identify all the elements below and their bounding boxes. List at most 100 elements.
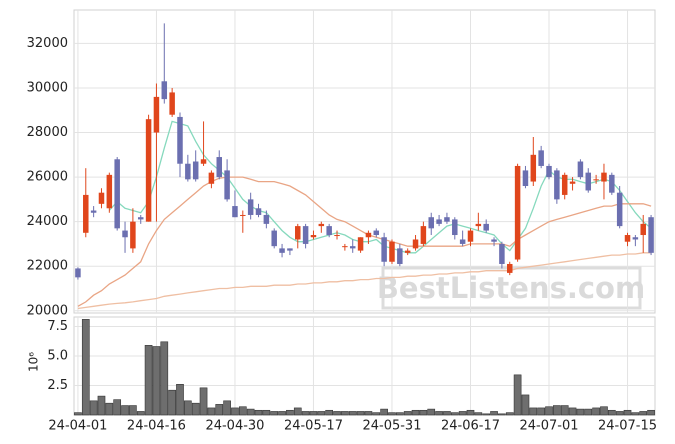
volume-bar xyxy=(395,412,404,416)
y-axis-offset-label: 10⁶ xyxy=(27,352,41,372)
candle-body xyxy=(616,192,623,227)
candle-body xyxy=(240,214,246,216)
candle-body xyxy=(145,119,152,222)
volume-bar xyxy=(411,409,420,416)
candle-body xyxy=(295,226,301,240)
volume-bar xyxy=(607,409,616,416)
volume-bar xyxy=(560,405,569,416)
candle-body xyxy=(530,154,537,182)
y-tick-label: 32000 xyxy=(27,36,68,51)
volume-bar xyxy=(372,412,381,416)
volume-bar xyxy=(168,389,176,416)
candle-body xyxy=(137,217,144,220)
volume-bar xyxy=(513,374,522,416)
candle-body xyxy=(640,223,646,236)
volume-bar xyxy=(333,411,341,416)
volume-bar xyxy=(647,409,655,416)
candle-body xyxy=(310,235,317,238)
volume-bar xyxy=(238,406,247,416)
y-tick-label: 22000 xyxy=(27,259,68,274)
candle-body xyxy=(569,181,576,184)
candle-body xyxy=(632,237,639,240)
volume-bar xyxy=(600,406,608,416)
candle-body xyxy=(514,165,521,260)
volume-bar xyxy=(592,407,600,416)
volume-bar xyxy=(278,411,286,416)
volume-bar xyxy=(364,411,373,416)
candle-body xyxy=(467,230,474,242)
volume-bar xyxy=(443,411,451,416)
candle-body xyxy=(224,170,230,200)
volume-bar xyxy=(466,409,475,416)
candle-body xyxy=(106,174,113,209)
volume-bar xyxy=(89,400,98,416)
volume-bar xyxy=(286,409,294,416)
candle-body xyxy=(381,237,387,262)
candle-body xyxy=(475,223,482,227)
x-tick-label: 24-06-17 xyxy=(441,419,500,434)
candle-body xyxy=(232,206,238,218)
candle-body xyxy=(554,170,560,200)
volume-bar xyxy=(615,411,624,416)
volume-bar xyxy=(545,406,553,416)
volume-bar xyxy=(293,407,302,416)
candle-body xyxy=(255,208,262,215)
candle-body xyxy=(357,237,364,251)
volume-bar xyxy=(505,412,514,416)
volume-bar xyxy=(270,411,279,416)
volume-bar xyxy=(341,411,349,416)
volume-bar xyxy=(529,407,538,416)
volume-bar xyxy=(584,408,593,416)
volume-bar xyxy=(136,411,145,416)
volume-bar xyxy=(199,387,208,416)
volume-bar xyxy=(231,407,239,416)
candle-body xyxy=(208,172,215,184)
volume-bar xyxy=(113,399,122,416)
volume-bar xyxy=(317,411,326,416)
candle-body xyxy=(349,246,356,249)
candle-body xyxy=(75,268,81,278)
volume-bar xyxy=(207,407,216,416)
volume-bar xyxy=(325,409,334,416)
candle-body xyxy=(98,192,105,204)
candle-body xyxy=(452,219,458,236)
volume-bar xyxy=(301,411,310,416)
candle-body xyxy=(428,217,434,229)
candle-body xyxy=(538,150,544,166)
candle-body xyxy=(169,92,175,115)
y-tick-label: 7.5 xyxy=(47,319,68,334)
candle-body xyxy=(365,232,372,238)
candle-body xyxy=(593,179,599,181)
volume-bar xyxy=(498,413,506,416)
candle-body xyxy=(373,230,380,236)
candle-body xyxy=(404,250,411,253)
candle-body xyxy=(83,194,89,233)
candle-body xyxy=(412,239,419,249)
volume-bar xyxy=(435,411,443,416)
candle-body xyxy=(216,157,222,178)
volume-bar xyxy=(74,412,82,416)
x-tick-label: 24-05-17 xyxy=(284,419,343,434)
candle-body xyxy=(389,241,395,262)
volume-bar xyxy=(246,408,255,416)
y-tick-label: 5.0 xyxy=(47,348,68,363)
candle-body xyxy=(247,199,254,215)
candle-body xyxy=(177,116,183,164)
volume-bar xyxy=(176,384,184,416)
y-tick-label: 26000 xyxy=(27,170,68,185)
x-tick-label: 24-05-31 xyxy=(362,419,421,434)
volume-bar xyxy=(215,404,224,416)
volume-bar xyxy=(348,411,357,416)
moving-average-line xyxy=(77,252,652,310)
candle-body xyxy=(546,165,552,178)
candle-body xyxy=(397,248,403,264)
candle-body xyxy=(577,161,584,178)
volume-bar xyxy=(160,341,169,416)
y-tick-label: 2.5 xyxy=(47,378,68,393)
candle-body xyxy=(601,172,607,182)
volume-bar xyxy=(490,411,498,416)
volume-bar xyxy=(419,409,428,416)
volume-bar xyxy=(152,346,161,416)
candle-body xyxy=(334,235,340,237)
